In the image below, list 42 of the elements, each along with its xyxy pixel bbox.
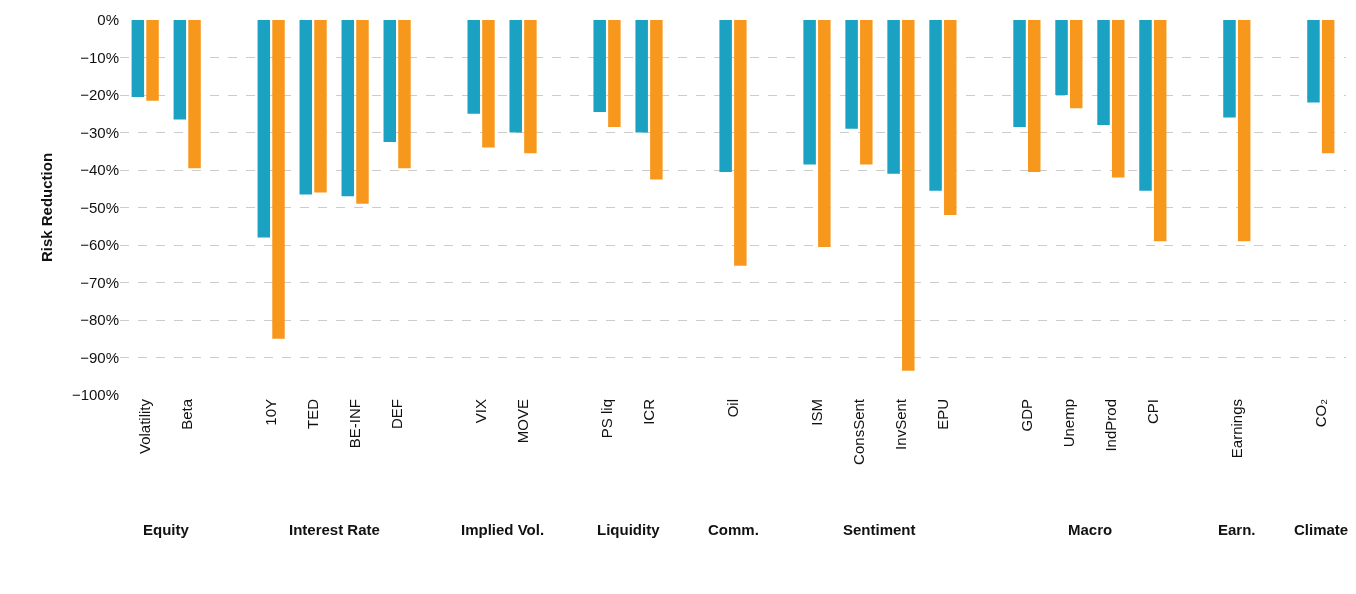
x-tick-label: GDP bbox=[1017, 399, 1035, 432]
x-tick-label: Oil bbox=[723, 399, 741, 418]
x-tick-label: VIX bbox=[471, 399, 489, 424]
x-tick-label: TED bbox=[304, 398, 322, 429]
x-tick-label: Earnings bbox=[1227, 399, 1245, 459]
text: Liquidity bbox=[597, 521, 661, 538]
x-tick-label: EPU bbox=[933, 399, 951, 430]
y-tick-label: −60% bbox=[80, 236, 119, 254]
x-tick-label: Unemp bbox=[1059, 399, 1077, 448]
y-tick-label: −90% bbox=[80, 348, 119, 366]
text: Climate bbox=[1294, 521, 1349, 538]
y-tick-label: −50% bbox=[80, 198, 119, 216]
text: Earn. bbox=[1218, 521, 1256, 538]
y-tick-label: −40% bbox=[80, 161, 119, 179]
x-tick-label: MOVE bbox=[513, 399, 531, 444]
text: Equity bbox=[143, 521, 190, 538]
y-tick-label: −30% bbox=[80, 123, 119, 141]
text: Sentiment bbox=[843, 521, 916, 538]
x-tick-label: ConsSent bbox=[849, 398, 867, 465]
x-tick-label: BE-INF bbox=[345, 399, 363, 449]
x-tick-label: InvSent bbox=[891, 398, 909, 450]
x-tick-label: 10Y bbox=[262, 399, 280, 426]
y-tick-label: 0% bbox=[97, 11, 119, 29]
y-tick-label: −70% bbox=[80, 273, 119, 291]
x-tick-label: PS liq bbox=[597, 399, 615, 439]
x-tick-label: DEF bbox=[387, 399, 405, 429]
x-tick-label: IndProd bbox=[1101, 399, 1119, 452]
y-tick-label: −80% bbox=[80, 311, 119, 329]
x-tick-label: Volatility bbox=[136, 398, 154, 455]
x-tick-label: CO₂ bbox=[1311, 398, 1329, 428]
text: Macro bbox=[1068, 521, 1113, 538]
x-tick-label: Beta bbox=[178, 398, 196, 430]
x-tick-label: ICR bbox=[639, 398, 657, 425]
x-tick-label: CPI bbox=[1143, 399, 1161, 425]
y-axis-title: Risk Reduction bbox=[38, 152, 56, 263]
y-tick-label: −10% bbox=[80, 48, 119, 66]
x-tick-label: ISM bbox=[807, 399, 825, 426]
y-tick-label: −20% bbox=[80, 86, 119, 104]
text: Implied Vol. bbox=[461, 521, 545, 538]
text: Interest Rate bbox=[289, 521, 380, 538]
text: Comm. bbox=[708, 521, 759, 538]
y-tick-label: −100% bbox=[71, 386, 119, 404]
